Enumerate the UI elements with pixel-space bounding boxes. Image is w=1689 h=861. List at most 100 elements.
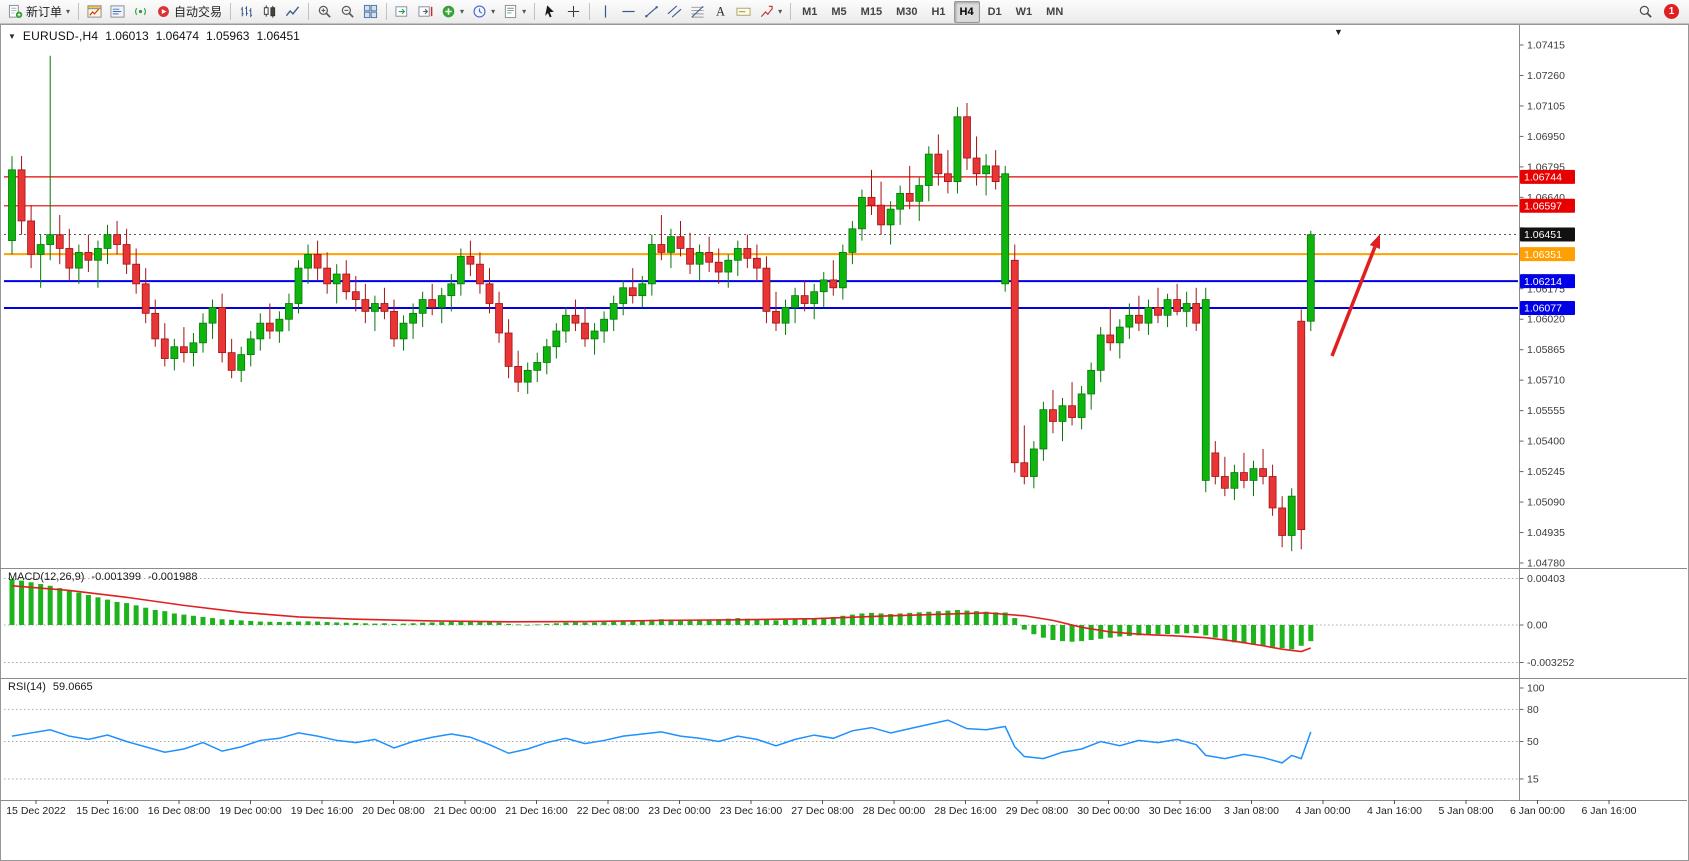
candle <box>1211 452 1220 477</box>
time-axis: 15 Dec 2022 15 Dec 16:00 16 Dec 08:00 19 De… <box>6 800 1637 817</box>
notification-badge[interactable]: 1 <box>1664 4 1679 19</box>
support-line-2-tag[interactable]: 1.06077 <box>1520 301 1575 316</box>
resistance-line-1-tag[interactable]: 1.06744 <box>1520 169 1575 184</box>
text-button[interactable]: A <box>709 0 732 23</box>
candle <box>418 299 427 314</box>
timeframe-m5-button[interactable]: M5 <box>831 5 847 18</box>
vline-icon <box>604 5 607 18</box>
candle <box>1010 259 1019 464</box>
candle <box>1297 320 1306 530</box>
svg-text:1.05400: 1.05400 <box>1527 436 1565 448</box>
candle <box>160 338 169 359</box>
candle <box>1115 326 1124 344</box>
pivot-line-tag[interactable]: 1.06351 <box>1520 247 1575 262</box>
vertical-line-button[interactable] <box>594 0 617 23</box>
candle <box>113 234 121 245</box>
fibonacci-button[interactable] <box>686 0 709 23</box>
crosshair-button[interactable] <box>562 0 585 23</box>
text-label-button[interactable] <box>732 0 755 23</box>
current-price-tag-tag[interactable]: 1.06451 <box>1520 227 1575 242</box>
candle <box>1029 448 1038 477</box>
periods-button[interactable]: ▾ <box>468 0 499 23</box>
cursor-button[interactable] <box>539 0 562 23</box>
svg-text:15 Dec 16:00: 15 Dec 16:00 <box>76 805 139 817</box>
symbol-dropdown-icon[interactable]: ▼ <box>8 31 16 41</box>
candle <box>447 283 456 297</box>
auto-scroll-icon <box>395 6 408 17</box>
support-line-1-tag[interactable]: 1.06214 <box>1520 274 1575 289</box>
timeframe-m1-button[interactable]: M1 <box>802 5 818 18</box>
signals-button[interactable] <box>129 0 152 23</box>
timeframe-mn-button[interactable]: MN <box>1046 5 1064 18</box>
candlestick-type-button[interactable] <box>258 0 281 23</box>
autotrading-button[interactable]: 自动交易 <box>152 0 226 23</box>
toolbar-right: 1 <box>1634 0 1685 23</box>
toolbar-separator <box>78 3 80 20</box>
open-value: 1.06013 <box>105 29 149 43</box>
search-icon <box>1639 5 1652 18</box>
support-resistance-lines[interactable] <box>4 176 1518 310</box>
candle <box>227 352 236 371</box>
chart-shift-icon <box>418 6 433 17</box>
zoom-out-button[interactable] <box>336 0 359 23</box>
svg-text:20 Dec 08:00: 20 Dec 08:00 <box>362 805 425 817</box>
chart-window-button[interactable] <box>83 0 106 23</box>
timeframe-h4-button[interactable]: H4 <box>953 0 980 23</box>
tile-windows-button[interactable] <box>359 0 382 23</box>
shapes-button[interactable]: ▾ <box>755 0 786 23</box>
candle <box>504 332 513 367</box>
svg-text:1.07415: 1.07415 <box>1527 40 1565 52</box>
line-chart-icon <box>285 6 300 17</box>
trendline-button[interactable] <box>640 0 663 23</box>
candle <box>1058 405 1067 422</box>
candle <box>256 322 265 340</box>
svg-text:1.06077: 1.06077 <box>1524 303 1562 315</box>
candle <box>1039 409 1048 450</box>
templates-button[interactable]: ▾ <box>499 0 530 23</box>
timeframe-m15-button[interactable]: M15 <box>860 5 883 18</box>
auto-scroll-button[interactable] <box>391 0 414 23</box>
resistance-line-2-tag[interactable]: 1.06597 <box>1520 198 1575 213</box>
macd-title: MACD(12,26,9) <box>8 571 85 583</box>
new-order-button[interactable]: 新订单 ▾ <box>4 0 74 23</box>
candle <box>791 295 799 308</box>
autotrading-icon <box>158 6 169 17</box>
candle <box>199 322 207 344</box>
candle <box>781 307 790 324</box>
candle <box>800 295 809 304</box>
svg-text:1.04935: 1.04935 <box>1527 527 1565 539</box>
candle <box>1020 462 1029 477</box>
line-chart-type-button[interactable] <box>281 0 304 23</box>
zoom-in-button[interactable] <box>313 0 336 23</box>
channel-button[interactable] <box>663 0 686 23</box>
chart-quick-menu-icon[interactable]: ▼ <box>1334 27 1343 37</box>
symbol-search-button[interactable] <box>1634 0 1657 23</box>
svg-text:-0.003252: -0.003252 <box>1527 657 1574 669</box>
candle <box>1144 307 1153 324</box>
trend-arrow-annotation[interactable] <box>1330 234 1380 357</box>
indicators-button[interactable]: ▾ <box>437 0 468 23</box>
market-watch-button[interactable] <box>106 0 129 23</box>
candle <box>590 330 599 340</box>
timeframe-d1-button[interactable]: D1 <box>987 5 1002 18</box>
candle <box>762 267 771 312</box>
toolbar-separator <box>534 3 536 20</box>
candle <box>1049 409 1057 422</box>
candle <box>1135 314 1143 324</box>
shapes-icon <box>761 5 773 18</box>
bar-chart-type-button[interactable] <box>235 0 258 23</box>
candle <box>714 261 723 273</box>
candle <box>179 346 188 354</box>
chart-shift-button[interactable] <box>414 0 437 23</box>
horizontal-line-button[interactable] <box>617 0 640 23</box>
chevron-down-icon: ▾ <box>522 7 527 16</box>
timeframe-h1-button[interactable]: H1 <box>931 5 946 18</box>
candle <box>218 307 227 354</box>
fibo-icon <box>691 5 704 18</box>
candle <box>1220 476 1229 489</box>
candle <box>380 303 389 312</box>
symbol-period-label: EURUSD-,H4 <box>22 29 99 43</box>
svg-text:23 Dec 16:00: 23 Dec 16:00 <box>720 805 783 817</box>
timeframe-m30-button[interactable]: M30 <box>896 5 918 18</box>
timeframe-w1-button[interactable]: W1 <box>1015 5 1033 18</box>
